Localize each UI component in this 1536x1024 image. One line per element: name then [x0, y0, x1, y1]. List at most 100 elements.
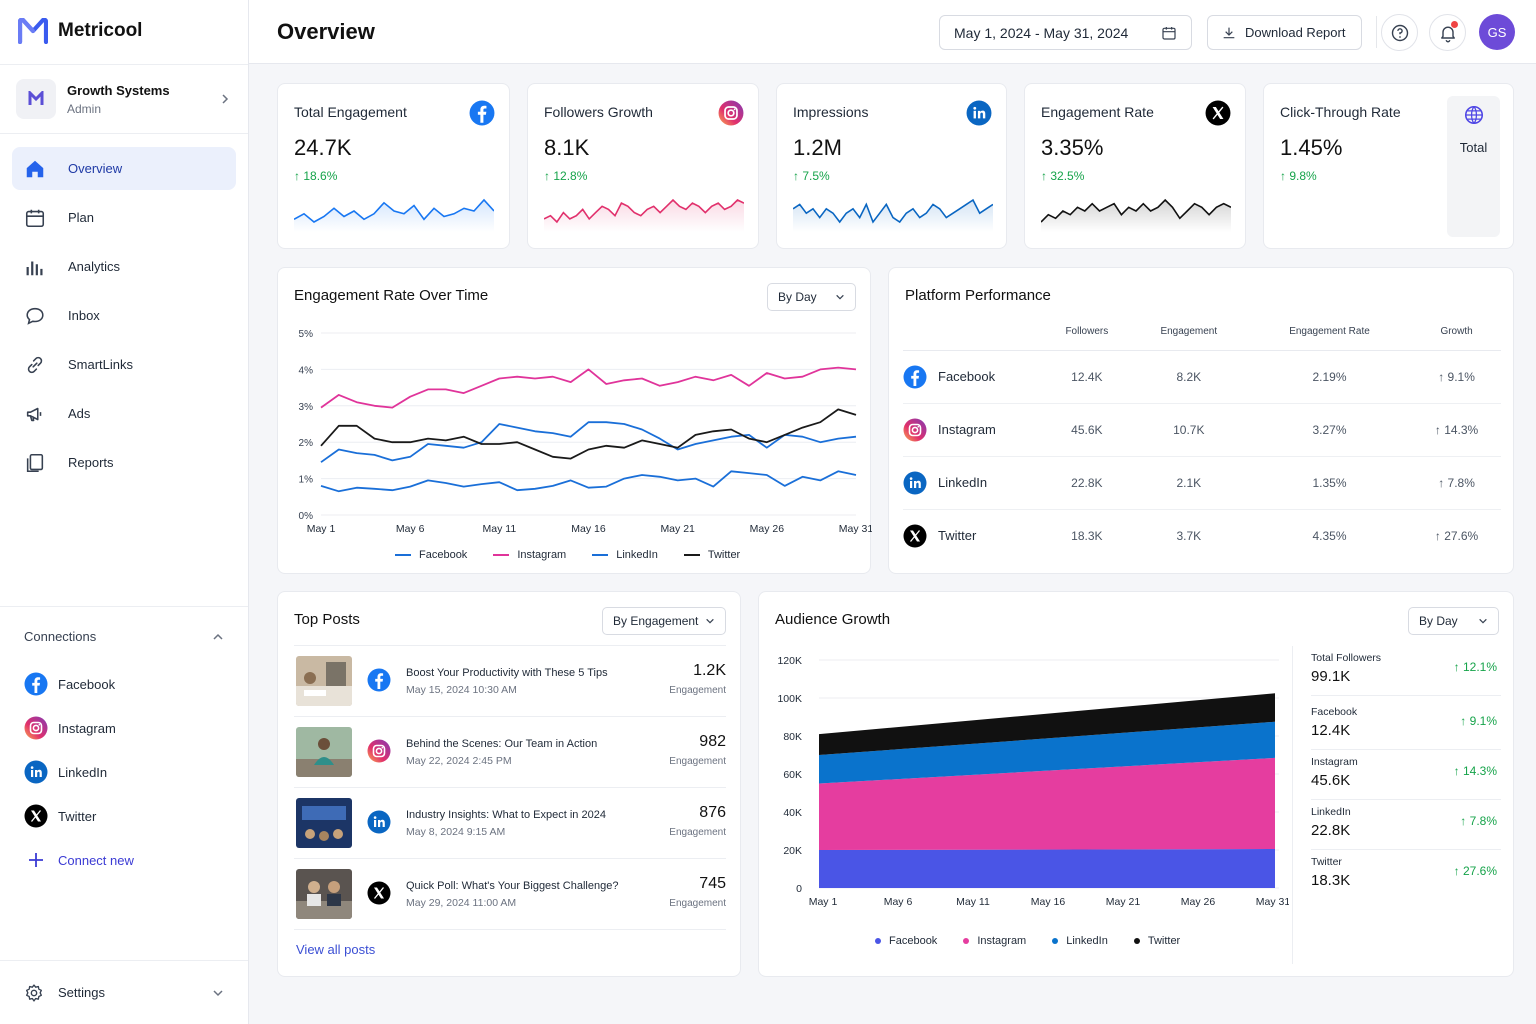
- column-header: Growth: [1412, 314, 1501, 351]
- kpi-title: Click-Through Rate: [1280, 104, 1401, 120]
- sidebar: Metricool Growth Systems Admin Overview …: [0, 0, 249, 1024]
- summary-change-value: 14.3%: [1462, 764, 1497, 778]
- post-thumbnail: [296, 798, 352, 848]
- y-tick-label: 1%: [299, 475, 314, 486]
- post-engagement-value: 1.2K: [693, 662, 726, 679]
- table-row[interactable]: Facebook 12.4K 8.2K 2.19% ↑ 9.1%: [903, 350, 1501, 404]
- top-posts-card: Top Posts By Engagement Boost Your Produ…: [277, 591, 741, 977]
- connection-linkedin[interactable]: LinkedIn: [24, 750, 224, 794]
- kpi-value: 1.2M: [793, 135, 842, 160]
- engagement-period-select[interactable]: By Day: [767, 283, 856, 311]
- notifications-button[interactable]: [1429, 14, 1466, 51]
- connection-label: Twitter: [58, 808, 97, 824]
- kpi-change-value: 7.5%: [802, 169, 830, 183]
- nav-item-ads[interactable]: Ads: [12, 392, 236, 435]
- settings-menu[interactable]: Settings: [0, 960, 248, 1024]
- x-icon: [24, 804, 48, 828]
- connection-instagram[interactable]: Instagram: [24, 706, 224, 750]
- legend-label: LinkedIn: [1066, 935, 1108, 947]
- post-item[interactable]: Behind the Scenes: Our Team in Action Ma…: [294, 717, 726, 788]
- x-tick-label: May 26: [750, 523, 785, 535]
- legend-label: Twitter: [1147, 935, 1181, 947]
- post-date: May 15, 2024 10:30 AM: [406, 684, 517, 696]
- post-date: May 29, 2024 11:00 AM: [406, 897, 517, 909]
- linkedin-icon: [24, 760, 48, 784]
- post-thumbnail: [296, 869, 352, 919]
- connection-twitter[interactable]: Twitter: [24, 794, 224, 838]
- megaphone-icon: [26, 407, 42, 421]
- kpi-card-click-through-rate: Click-Through Rate 1.45% ↑ 9.8% Total: [1263, 83, 1514, 249]
- nav-item-reports[interactable]: Reports: [12, 441, 236, 484]
- connections-title: Connections: [24, 629, 97, 644]
- main-nav: Overview Plan Analytics Inbox SmartLinks…: [12, 147, 236, 490]
- legend-label: Facebook: [889, 935, 938, 947]
- x-icon: [367, 881, 391, 905]
- area-twitter: [819, 693, 1275, 755]
- date-range-picker[interactable]: May 1, 2024 - May 31, 2024: [939, 15, 1192, 50]
- sparkline-area: [793, 200, 993, 232]
- x-tick-label: May 21: [660, 523, 695, 535]
- user-avatar[interactable]: GS: [1479, 14, 1515, 50]
- kpi-card-engagement-rate: Engagement Rate 3.35% ↑ 32.5%: [1024, 83, 1246, 249]
- chevron-down-icon: [1479, 618, 1487, 624]
- date-range-value: May 1, 2024 - May 31, 2024: [954, 24, 1129, 41]
- post-image: [296, 727, 352, 777]
- post-engagement-label: Engagement: [669, 756, 726, 767]
- table-header-row: Followers Engagement Engagement Rate Gro…: [903, 314, 1501, 351]
- ctr-total-tab[interactable]: Total: [1447, 96, 1500, 237]
- summary-change: ↑ 14.3%: [1453, 764, 1497, 778]
- chevron-right-icon: [222, 94, 229, 104]
- nav-item-inbox[interactable]: Inbox: [12, 294, 236, 337]
- y-tick-label: 2%: [299, 438, 314, 449]
- app-name: Metricool: [58, 20, 143, 41]
- table-row[interactable]: Instagram 45.6K 10.7K 3.27% ↑ 14.3%: [903, 403, 1501, 457]
- post-item[interactable]: Industry Insights: What to Expect in 202…: [294, 788, 726, 859]
- help-button[interactable]: [1381, 14, 1418, 51]
- summary-label: Instagram: [1311, 756, 1358, 768]
- post-item[interactable]: Boost Your Productivity with These 5 Tip…: [294, 646, 726, 717]
- post-thumbnail: [296, 656, 352, 706]
- card-title: Engagement Rate Over Time: [294, 287, 489, 304]
- nav-label: Inbox: [68, 308, 100, 323]
- post-title: Behind the Scenes: Our Team in Action: [406, 738, 598, 750]
- connect-new-button[interactable]: Connect new: [24, 838, 224, 882]
- nav-item-overview[interactable]: Overview: [12, 147, 236, 190]
- workspace-switcher[interactable]: Growth Systems Admin: [0, 64, 248, 134]
- y-tick-label: 0: [796, 883, 802, 895]
- connection-facebook[interactable]: Facebook: [24, 662, 224, 706]
- view-all-posts-link[interactable]: View all posts: [296, 942, 376, 957]
- audience-period-select[interactable]: By Day: [1408, 607, 1499, 635]
- x-tick-label: May 6: [884, 896, 913, 908]
- engagement-line-chart: 0% 1% 2% 3% 4% 5% May 1 May 6 May 11 May 16 May 21…: [299, 329, 872, 535]
- kpi-card-impressions: Impressions 1.2M ↑ 7.5%: [776, 83, 1007, 249]
- table-row[interactable]: Twitter 18.3K 3.7K 4.35% ↑ 27.6%: [903, 509, 1501, 562]
- x-tick-label: May 11: [956, 896, 990, 908]
- app-logo[interactable]: Metricool: [18, 18, 142, 44]
- x-tick-label: May 16: [1031, 896, 1066, 908]
- sparkline-line: [1041, 198, 1231, 223]
- download-report-button[interactable]: Download Report: [1207, 15, 1362, 50]
- summary-change: ↑ 7.8%: [1460, 814, 1497, 828]
- connections-header[interactable]: Connections: [24, 629, 224, 644]
- kpi-change: ↑ 32.5%: [1041, 169, 1085, 183]
- summary-change-value: 9.1%: [1469, 714, 1497, 728]
- card-title: Audience Growth: [775, 611, 891, 628]
- download-icon: [1223, 27, 1235, 38]
- audience-growth-card: Audience Growth By Day 0 20K 40K 60K 80K 100K…: [758, 591, 1514, 977]
- legend-label: Instagram: [977, 935, 1027, 947]
- linkedin-icon: [903, 471, 927, 494]
- nav-item-analytics[interactable]: Analytics: [12, 245, 236, 288]
- table-row[interactable]: LinkedIn 22.8K 2.1K 1.35% ↑ 7.8%: [903, 456, 1501, 510]
- legend-twitter: Twitter: [1133, 935, 1181, 947]
- series-line-facebook: [320, 421, 857, 463]
- top-posts-sort-select[interactable]: By Engagement: [602, 607, 726, 635]
- linkedin-icon: [367, 810, 391, 834]
- engagement-rate-card: Engagement Rate Over Time By Day 0% 1% 2% 3…: [277, 267, 872, 574]
- nav-item-plan[interactable]: Plan: [12, 196, 236, 239]
- post-item[interactable]: Quick Poll: What's Your Biggest Challeng…: [294, 859, 726, 930]
- instagram-icon: [718, 100, 744, 126]
- nav-item-smartlinks[interactable]: SmartLinks: [12, 343, 236, 386]
- chevron-down-icon: [213, 989, 223, 996]
- kpi-sparkline: [793, 198, 993, 232]
- post-date: May 22, 2024 2:45 PM: [406, 755, 512, 767]
